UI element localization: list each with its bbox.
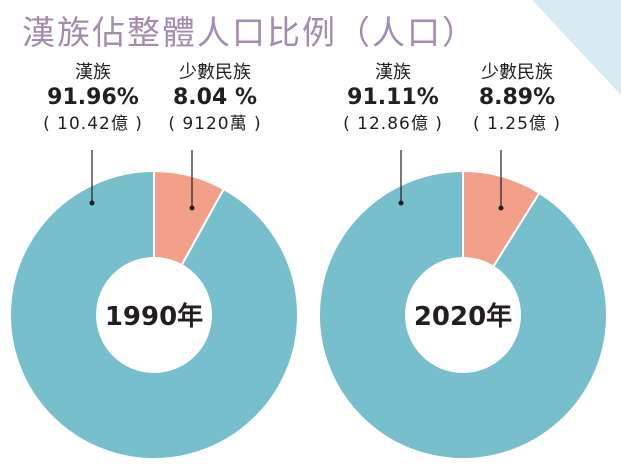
slice-population: ( 1.25億 ) — [473, 114, 561, 134]
slice-percent: 91.96% — [47, 85, 139, 110]
donut-chart-1990: 1990年 — [9, 150, 299, 460]
slice-name: 少數民族 — [179, 62, 251, 83]
label-minority-2020: 少數民族 8.89% ( 1.25億 ) — [462, 62, 572, 136]
slice-name: 少數民族 — [481, 62, 553, 83]
donut-chart-2020: 2020年 — [318, 150, 608, 460]
donut-center-2020 — [405, 257, 521, 373]
chart-title: 漢族佔整體人口比例（人口） — [22, 13, 477, 52]
slice-percent: 8.04 % — [173, 85, 257, 110]
label-han-1990: 漢族 91.96% ( 10.42億 ) — [38, 62, 148, 136]
slice-percent: 91.11% — [347, 85, 439, 110]
leader-dot-han-2020 — [398, 200, 404, 206]
label-han-2020: 漢族 91.11% ( 12.86億 ) — [338, 62, 448, 136]
leader-dot-minority-1990 — [189, 205, 195, 211]
leader-dot-han-1990 — [89, 200, 95, 206]
label-minority-1990: 少數民族 8.04 % ( 9120萬 ) — [160, 62, 270, 136]
slice-population: ( 12.86億 ) — [343, 114, 443, 134]
year-label-1990: 1990年 — [105, 301, 203, 332]
year-label-2020: 2020年 — [414, 301, 512, 332]
slice-population: ( 10.42億 ) — [43, 114, 143, 134]
slice-population: ( 9120萬 ) — [168, 114, 262, 134]
leader-dot-minority-2020 — [498, 205, 504, 211]
donut-center-1990 — [96, 257, 212, 373]
slice-name: 漢族 — [75, 62, 111, 83]
slice-name: 漢族 — [375, 62, 411, 83]
slice-percent: 8.89% — [478, 85, 556, 110]
